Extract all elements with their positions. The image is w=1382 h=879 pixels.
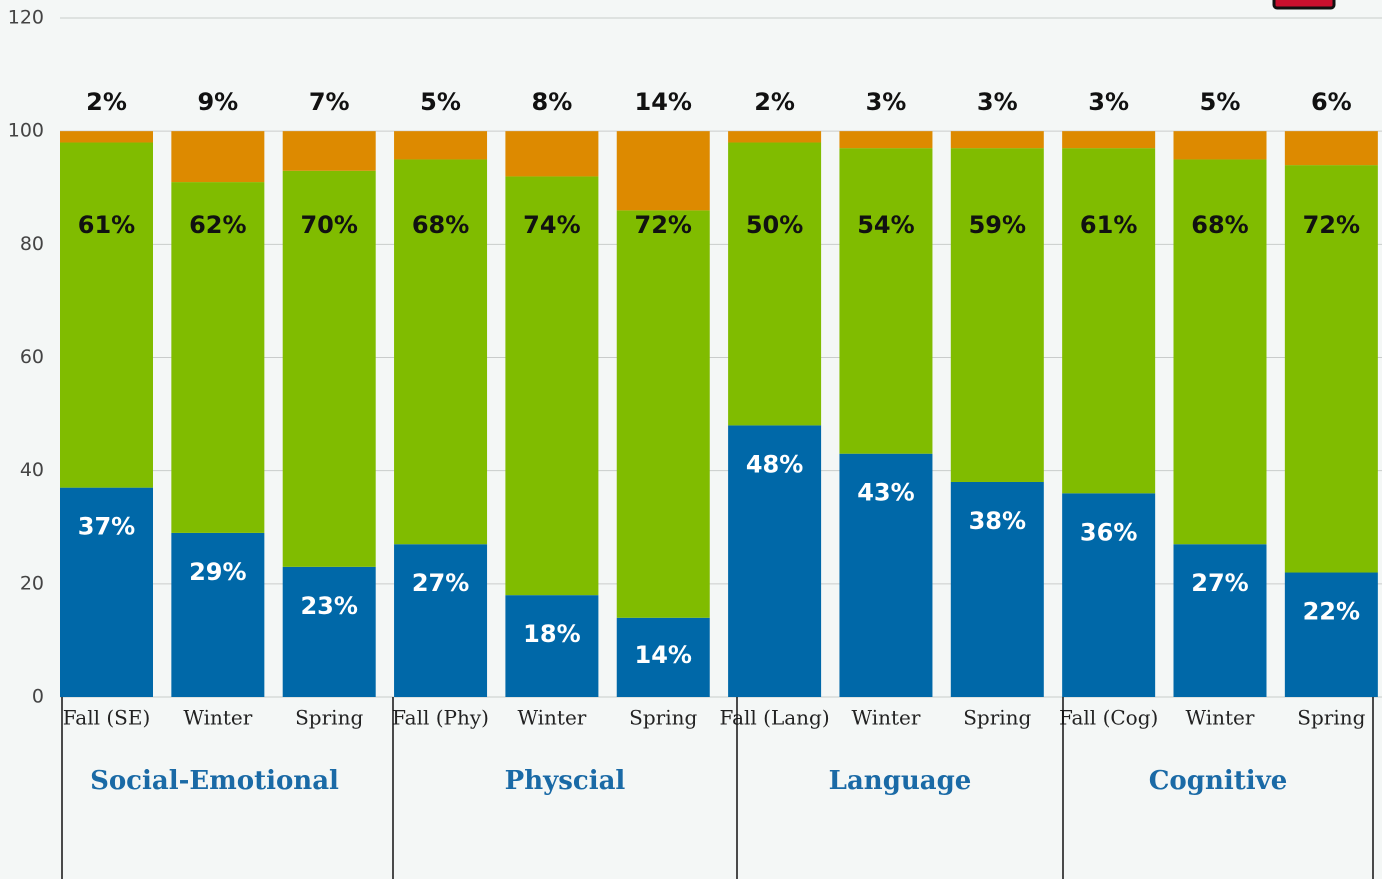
bar-segment [505, 595, 599, 697]
y-tick-label: 40 [20, 459, 44, 481]
value-label: 61% [78, 211, 135, 239]
x-tick-label: Fall (SE) [63, 706, 151, 730]
bar-segment [1062, 493, 1156, 697]
value-label: 18% [523, 620, 580, 648]
bar-segment [394, 159, 488, 545]
value-label: 9% [197, 88, 238, 116]
x-tick-label: Winter [183, 706, 252, 730]
x-tick-label: Fall (Phy) [392, 706, 489, 730]
value-label: 3% [1088, 88, 1129, 116]
x-tick-label: Spring [963, 706, 1031, 730]
bar-segment [171, 131, 265, 183]
y-tick-label: 100 [8, 120, 44, 142]
bar-segment [394, 544, 488, 697]
bar-segment [1062, 131, 1156, 149]
value-label: 3% [977, 88, 1018, 116]
x-tick-label: Winter [517, 706, 586, 730]
value-label: 38% [969, 507, 1026, 535]
bar-segment [1062, 148, 1156, 494]
bar-segment [616, 210, 710, 618]
bar-segment [505, 131, 599, 177]
bar-segment [839, 453, 933, 697]
x-tick-label: Fall (Cog) [1059, 706, 1158, 730]
value-label: 23% [300, 592, 357, 620]
bar-segment [60, 487, 153, 697]
bar-segment [616, 131, 710, 211]
bar-segment [950, 131, 1044, 149]
value-label: 27% [412, 569, 469, 597]
group-label: Social-Emotional [90, 766, 339, 796]
bar-segment [171, 532, 265, 697]
value-label: 8% [532, 88, 573, 116]
bar-segment [728, 142, 822, 426]
bar-segment [394, 131, 488, 160]
value-label: 2% [86, 88, 127, 116]
bar-segment [1284, 131, 1378, 166]
logo [1272, 0, 1336, 10]
x-tick-label: Fall (Lang) [720, 706, 830, 730]
bar-segment [60, 142, 153, 488]
bar-segment [728, 131, 822, 143]
value-label: 6% [1311, 88, 1352, 116]
bar-segment [728, 425, 822, 697]
value-label: 54% [857, 211, 914, 239]
value-label: 70% [300, 211, 357, 239]
value-label: 68% [412, 211, 469, 239]
value-label: 72% [1303, 211, 1360, 239]
value-label: 5% [1200, 88, 1241, 116]
bar-segment [1284, 165, 1378, 573]
x-tick-label: Winter [1186, 706, 1255, 730]
x-tick-label: Spring [295, 706, 363, 730]
value-label: 74% [523, 211, 580, 239]
value-label: 43% [857, 479, 914, 507]
group-label: Physcial [505, 766, 626, 796]
value-label: 48% [746, 450, 803, 478]
bar-segment [950, 481, 1044, 697]
bar-segment [282, 170, 376, 567]
y-tick-label: 120 [8, 7, 44, 29]
y-tick-label: 80 [20, 233, 44, 255]
bar-segment [60, 131, 153, 143]
value-label: 14% [635, 641, 692, 669]
value-label: 5% [420, 88, 461, 116]
x-tick-label: Spring [1297, 706, 1365, 730]
group-label: Language [829, 766, 972, 796]
y-tick-label: 0 [32, 686, 44, 708]
bar-segment [505, 176, 599, 596]
bar-segment [839, 148, 933, 454]
value-label: 61% [1080, 211, 1137, 239]
value-label: 7% [309, 88, 350, 116]
value-label: 3% [866, 88, 907, 116]
value-label: 50% [746, 211, 803, 239]
value-label: 36% [1080, 518, 1137, 546]
bar-segment [1173, 544, 1267, 697]
bar-segment [282, 566, 376, 697]
value-label: 14% [635, 88, 692, 116]
bar-segment [282, 131, 376, 171]
value-label: 2% [754, 88, 795, 116]
bar-segment [1284, 572, 1378, 697]
x-tick-label: Winter [851, 706, 920, 730]
bar-segment [616, 617, 710, 697]
x-tick-label: Spring [629, 706, 697, 730]
y-tick-label: 60 [20, 346, 44, 368]
value-label: 72% [635, 211, 692, 239]
value-label: 29% [189, 558, 246, 586]
bar-segment [171, 182, 265, 533]
value-label: 37% [78, 513, 135, 541]
value-label: 62% [189, 211, 246, 239]
group-label: Cognitive [1149, 766, 1288, 796]
value-label: 27% [1191, 569, 1248, 597]
bar-segment [1173, 131, 1267, 160]
value-label: 68% [1191, 211, 1248, 239]
bar-segment [1173, 159, 1267, 545]
value-label: 22% [1303, 598, 1360, 626]
bar-segment [839, 131, 933, 149]
value-label: 59% [969, 211, 1026, 239]
y-tick-label: 20 [20, 572, 44, 594]
bar-segment [950, 148, 1044, 482]
